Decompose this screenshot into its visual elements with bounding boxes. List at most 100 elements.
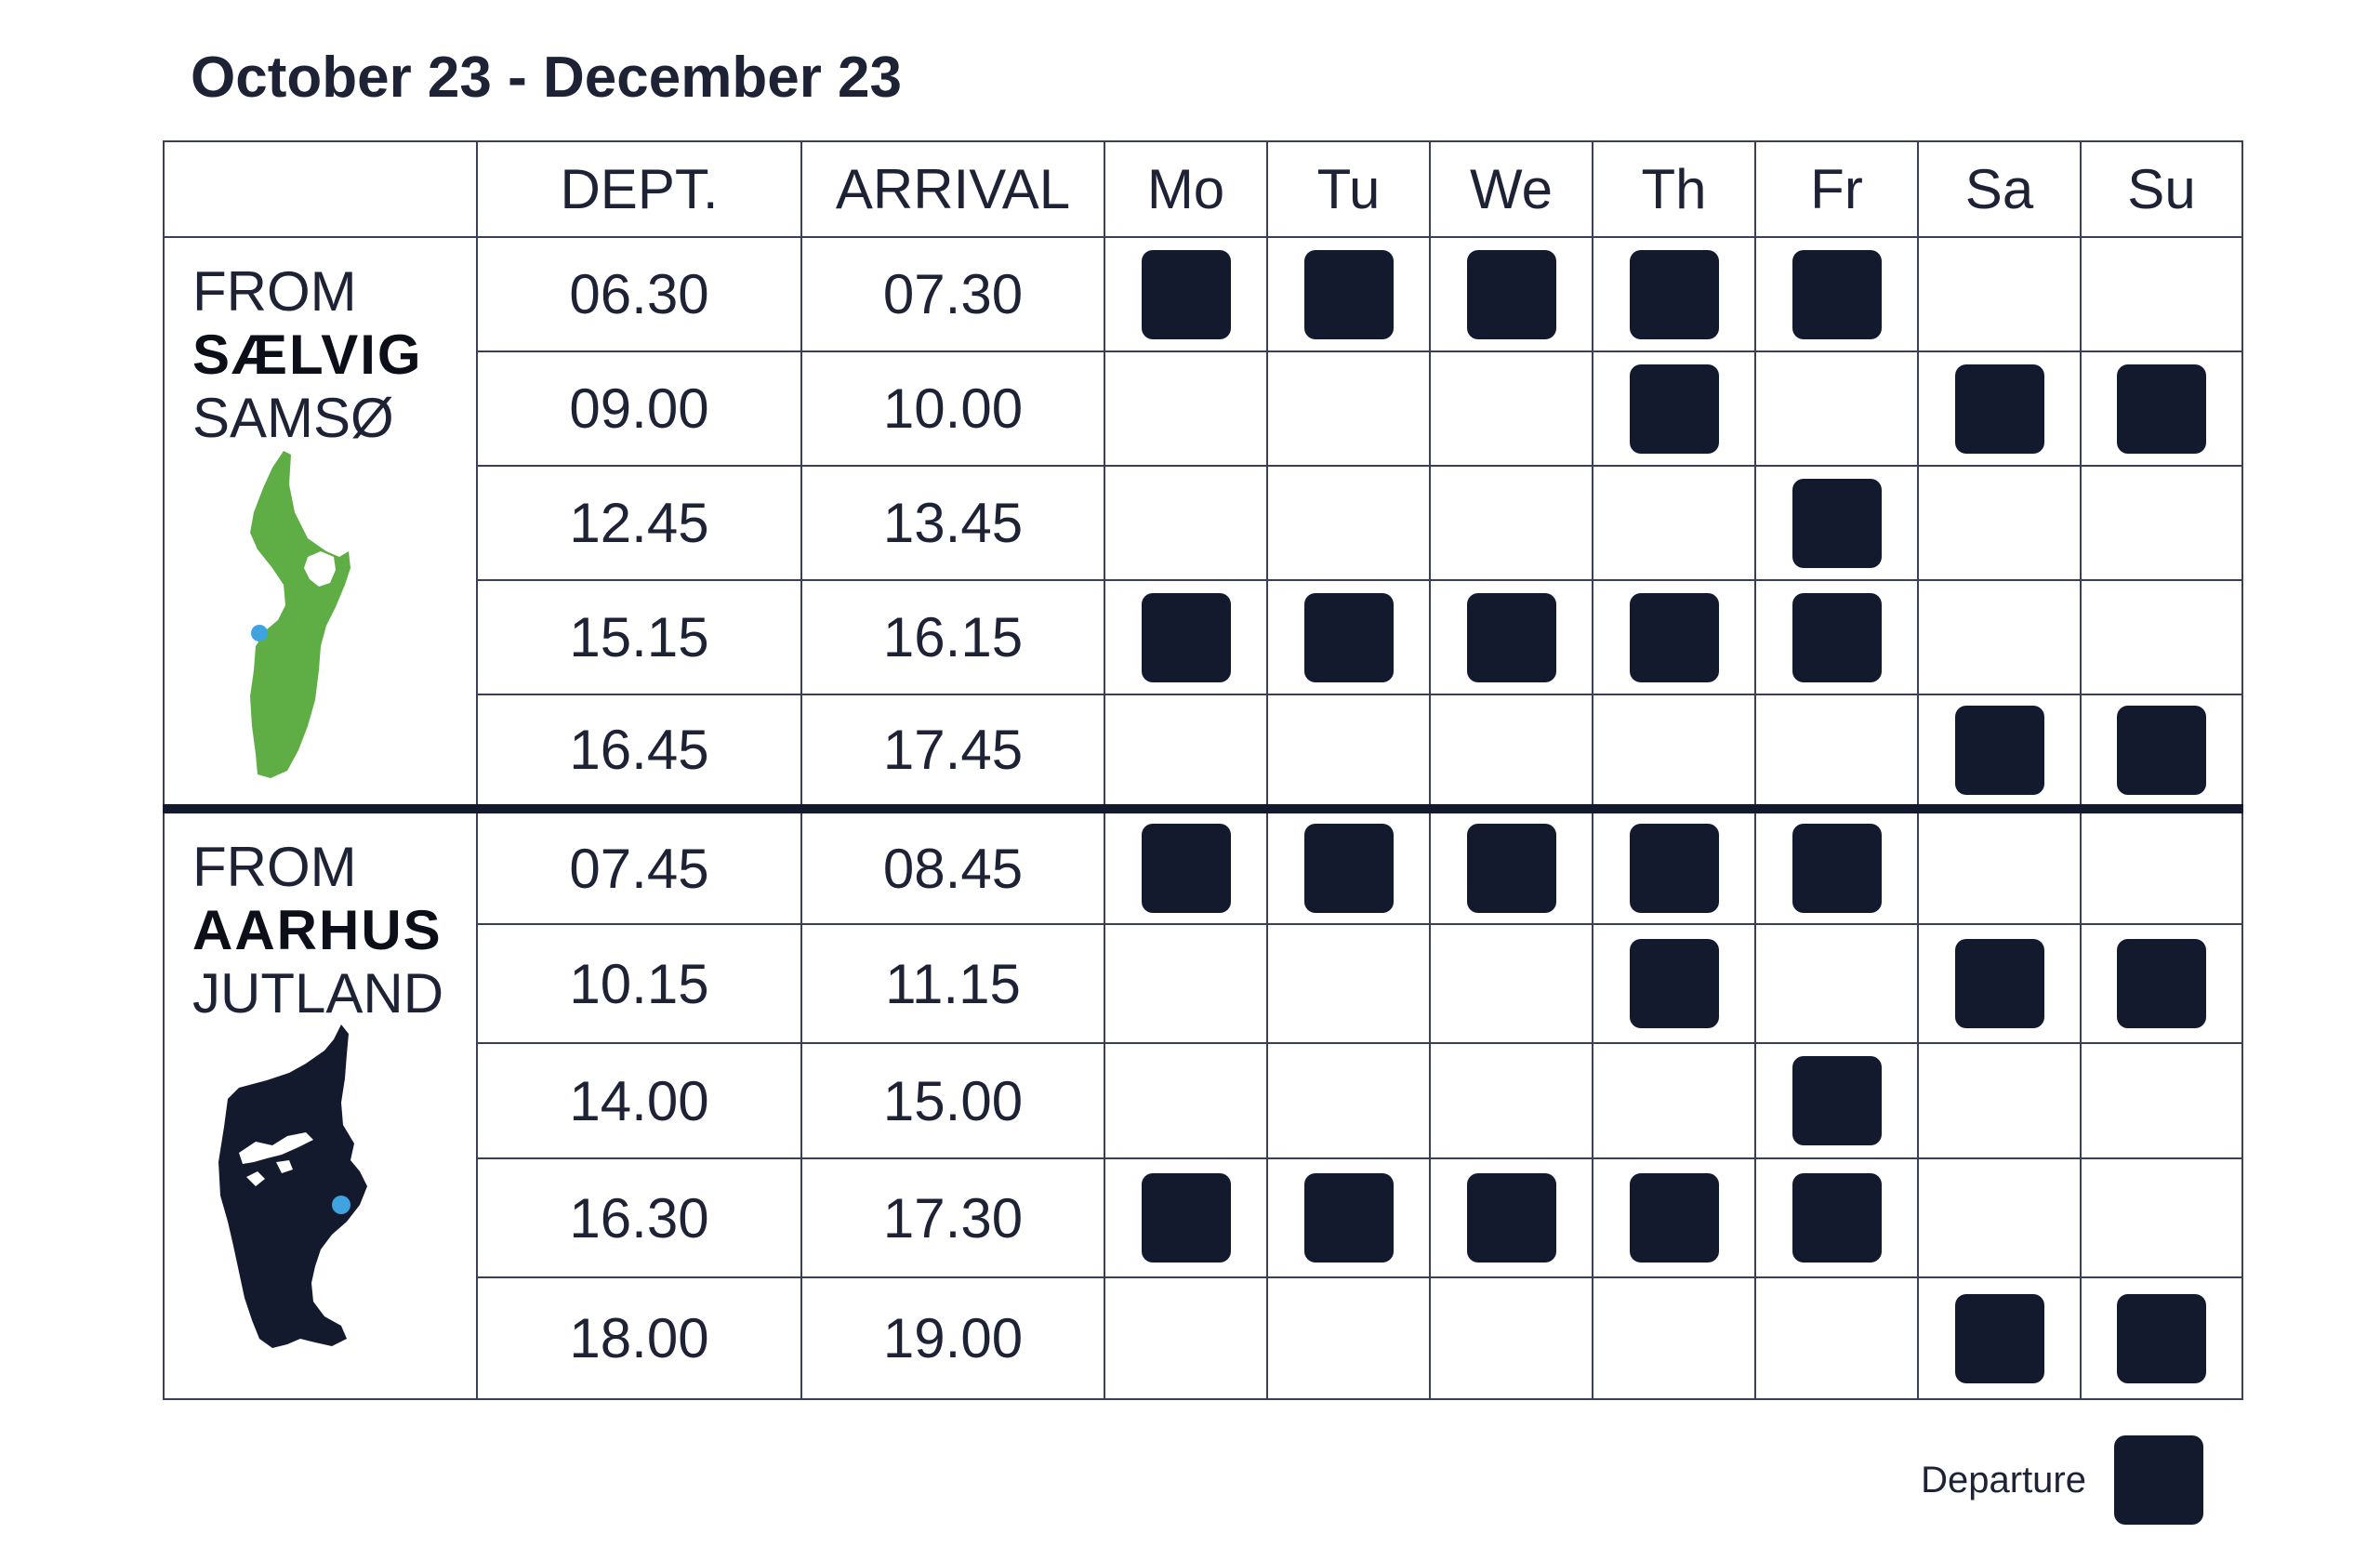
day-cell-th [1592, 236, 1756, 352]
day-cell-tu [1266, 579, 1431, 695]
departure-marker [1141, 592, 1231, 682]
day-cell-we [1429, 236, 1593, 352]
jutland-map-container [202, 1023, 388, 1362]
day-cell-we [1429, 694, 1593, 810]
table-row: 16.30 17.30 [164, 1157, 2243, 1278]
day-cell-fr [1754, 1042, 1919, 1159]
day-cell-fr [1754, 1157, 1919, 1278]
samso-island-map-icon [250, 451, 350, 778]
departure-marker [1954, 1293, 2044, 1383]
origin-place-name: AARHUS [192, 899, 443, 961]
departure-time: 16.45 [476, 694, 802, 810]
day-cell-sa [1917, 236, 2082, 352]
day-cell-th [1592, 1157, 1756, 1278]
table-row: 16.45 17.45 [164, 694, 2243, 810]
day-cell-su [2080, 804, 2243, 925]
arrival-time: 07.30 [800, 236, 1105, 352]
day-cell-sa [1917, 465, 2082, 581]
origin-region-name: JUTLAND [192, 962, 444, 1025]
origin-from-label: FROM [192, 836, 357, 898]
day-cell-mo [1104, 804, 1268, 925]
day-cell-su [2080, 1157, 2243, 1278]
day-cell-we [1429, 1276, 1593, 1400]
day-cell-th [1592, 1276, 1756, 1400]
day-cell-mo [1104, 465, 1268, 581]
day-cell-mo [1104, 236, 1268, 352]
departure-marker [1466, 1173, 1556, 1263]
departure-marker [1629, 364, 1719, 454]
day-cell-mo [1104, 1276, 1268, 1400]
header-day-we: We [1429, 140, 1593, 238]
day-cell-tu [1266, 923, 1431, 1044]
departure-marker [1466, 824, 1556, 913]
departure-marker [1792, 249, 1882, 339]
arrival-time: 17.45 [800, 694, 1105, 810]
day-cell-su [2080, 1276, 2243, 1400]
departure-marker [1141, 249, 1231, 339]
departure-time: 18.00 [476, 1276, 802, 1400]
departure-marker [1141, 824, 1231, 913]
origin-region-name: SAMSØ [192, 387, 394, 449]
departure-marker [2117, 1293, 2206, 1383]
departure-marker [2117, 705, 2206, 795]
table-row: 15.15 16.15 [164, 579, 2243, 695]
day-cell-fr [1754, 694, 1919, 810]
departure-marker [1303, 592, 1394, 682]
day-cell-sa [1917, 579, 2082, 695]
day-cell-we [1429, 579, 1593, 695]
arrival-time: 17.30 [800, 1157, 1105, 1278]
departure-marker [1629, 824, 1719, 913]
day-cell-sa [1917, 804, 2082, 925]
table-row: FROM AARHUS JUTLAND 07.45 08.45 [163, 804, 2243, 1400]
day-cell-fr [1754, 579, 1919, 695]
day-cell-tu [1266, 1042, 1431, 1159]
departure-marker [1466, 249, 1556, 339]
departure-marker [1792, 592, 1882, 682]
departure-marker [1629, 939, 1719, 1028]
day-cell-th [1592, 579, 1756, 695]
day-cell-th [1592, 465, 1756, 581]
departure-marker [1141, 1173, 1231, 1263]
departure-time: 10.15 [476, 923, 802, 1044]
table-row: 14.00 15.00 [164, 1042, 2243, 1159]
day-cell-we [1429, 923, 1593, 1044]
departure-marker [1954, 705, 2044, 795]
header-day-su: Su [2080, 140, 2243, 238]
departure-time: 06.30 [476, 236, 802, 352]
origin-cell: FROM AARHUS JUTLAND [163, 804, 478, 1400]
day-cell-tu [1266, 350, 1431, 467]
table-row: FROM SÆLVIG SAMSØ 06.30 07.30 [163, 236, 2243, 810]
day-cell-we [1429, 804, 1593, 925]
origin-label: FROM SÆLVIG SAMSØ [192, 260, 423, 450]
header-day-th: Th [1592, 140, 1756, 238]
origin-from-label: FROM [192, 260, 357, 323]
day-cell-fr [1754, 804, 1919, 925]
jutland-map-icon [218, 1025, 367, 1348]
departure-marker [1792, 1173, 1882, 1263]
day-cell-sa [1917, 1042, 2082, 1159]
header-day-sa: Sa [1917, 140, 2082, 238]
timetable-body: FROM SÆLVIG SAMSØ 06.30 07.30 09.00 10.00 12.4… [163, 236, 2243, 1400]
day-cell-th [1592, 804, 1756, 925]
day-cell-we [1429, 350, 1593, 467]
departure-marker [1303, 824, 1394, 913]
departure-time: 12.45 [476, 465, 802, 581]
page-title: October 23 - December 23 [191, 46, 903, 110]
legend-label: Departure [1921, 1459, 2086, 1501]
departure-marker [1792, 478, 1882, 568]
day-cell-th [1592, 350, 1756, 467]
ferry-timetable: DEPT. ARRIVAL Mo Tu We Th Fr Sa Su FROM S… [163, 140, 2243, 1400]
day-cell-su [2080, 350, 2243, 467]
day-cell-we [1429, 1042, 1593, 1159]
day-cell-th [1592, 923, 1756, 1044]
arrival-time: 11.15 [800, 923, 1105, 1044]
day-cell-mo [1104, 579, 1268, 695]
table-row: 18.00 19.00 [164, 1276, 2243, 1400]
day-cell-mo [1104, 1157, 1268, 1278]
departure-marker [1303, 1173, 1394, 1263]
departure-time: 14.00 [476, 1042, 802, 1159]
header-dept: DEPT. [476, 140, 802, 238]
day-cell-sa [1917, 350, 2082, 467]
day-cell-sa [1917, 694, 2082, 810]
day-cell-tu [1266, 1157, 1431, 1278]
